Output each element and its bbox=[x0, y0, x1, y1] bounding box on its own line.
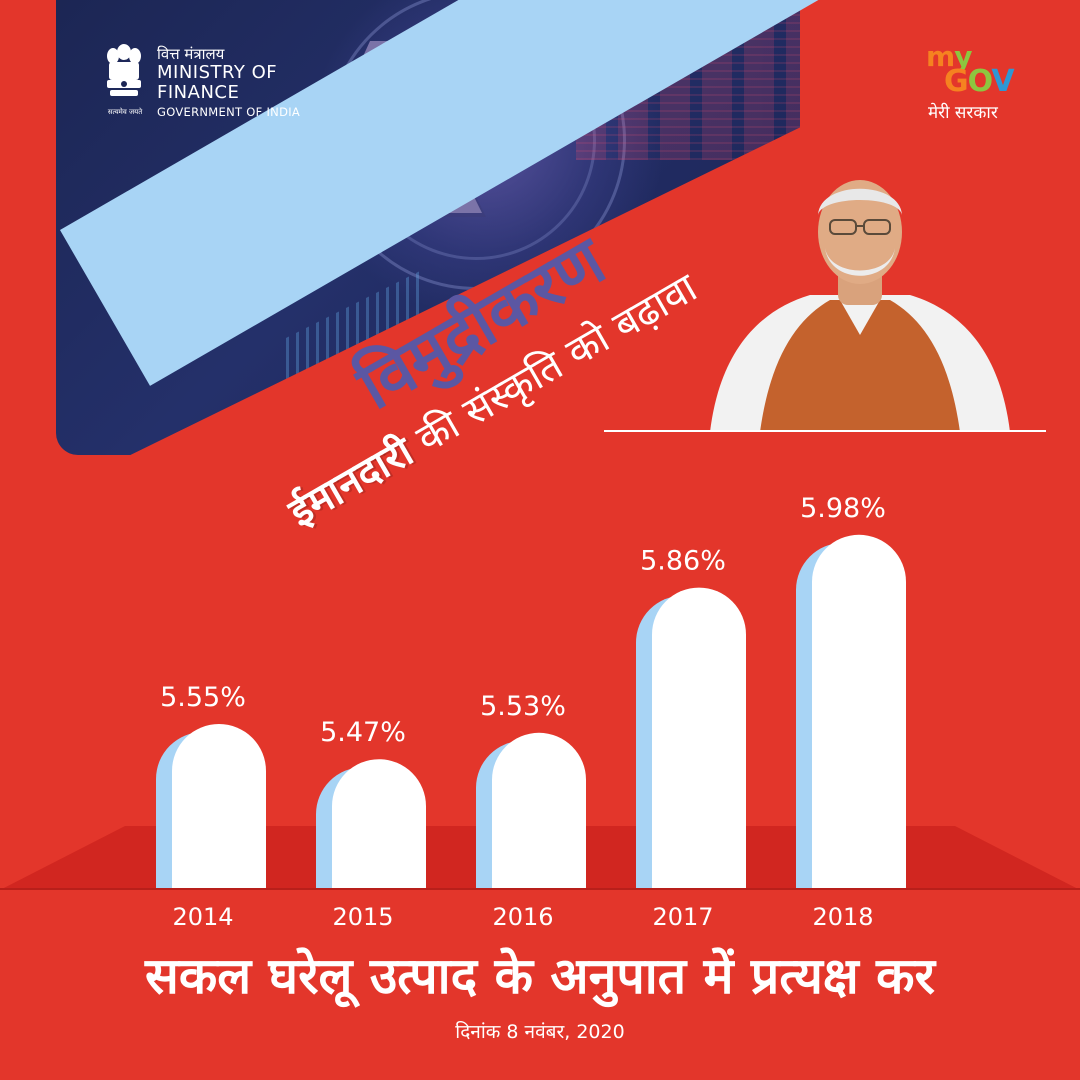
bar bbox=[172, 724, 266, 888]
bar bbox=[492, 732, 586, 888]
bar bbox=[332, 759, 426, 888]
national-emblem-icon bbox=[107, 44, 141, 96]
floor-edge bbox=[0, 888, 1080, 890]
portrait-baseline bbox=[604, 430, 1046, 432]
bar-value-label: 5.53% bbox=[480, 691, 566, 722]
bar-value-label: 5.86% bbox=[640, 546, 726, 577]
bar-value-label: 5.55% bbox=[160, 682, 246, 713]
x-tick-label: 2016 bbox=[492, 903, 553, 931]
mygov-tagline: मेरी सरकार bbox=[928, 103, 998, 123]
ministry-name-hindi: वित्त मंत्रालय bbox=[157, 45, 225, 63]
date-label: दिनांक 8 नवंबर, 2020 bbox=[455, 1021, 625, 1043]
x-tick-label: 2015 bbox=[332, 903, 393, 931]
government-of-india: GOVERNMENT OF INDIA bbox=[157, 105, 301, 119]
x-tick-label: 2017 bbox=[652, 903, 713, 931]
emblem-motto: सत्यमेव जयते bbox=[107, 108, 143, 116]
portrait-photo bbox=[710, 180, 1010, 432]
ministry-name-english: MINISTRY OF FINANCE bbox=[157, 62, 278, 103]
bar-value-label: 5.98% bbox=[800, 493, 886, 524]
mygov-logo-my: my bbox=[926, 40, 972, 73]
bar bbox=[652, 587, 746, 888]
chart-title: सकल घरेलू उत्पाद के अनुपात में प्रत्यक्ष… bbox=[145, 947, 935, 1005]
bar-value-label: 5.47% bbox=[320, 717, 406, 748]
mygov-logo-gov: GOV bbox=[944, 64, 1015, 99]
x-tick-label: 2014 bbox=[172, 903, 233, 931]
x-tick-label: 2018 bbox=[812, 903, 873, 931]
bar bbox=[812, 534, 906, 888]
